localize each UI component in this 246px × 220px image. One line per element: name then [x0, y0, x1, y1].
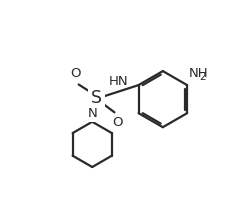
Text: O: O	[112, 116, 123, 129]
Text: 2: 2	[199, 72, 205, 82]
Text: HN: HN	[109, 75, 128, 88]
Text: N: N	[87, 107, 97, 120]
Text: NH: NH	[189, 67, 208, 80]
Text: O: O	[71, 67, 81, 80]
Text: S: S	[91, 89, 102, 107]
